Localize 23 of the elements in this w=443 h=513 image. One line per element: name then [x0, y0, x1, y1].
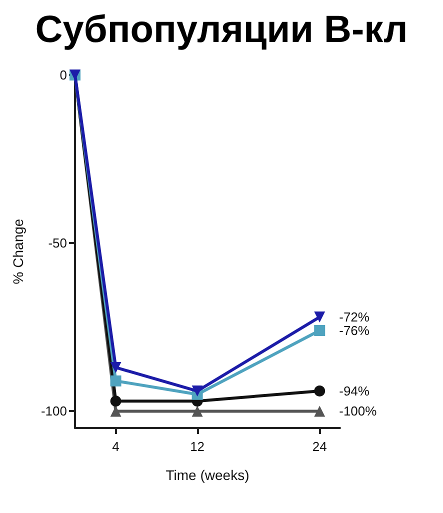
- point: [314, 325, 326, 336]
- x-tick-label: 24: [312, 439, 327, 454]
- point: [314, 386, 326, 397]
- point: [110, 396, 122, 407]
- point: [314, 312, 326, 323]
- y-tick-label: 0: [60, 68, 67, 82]
- x-tick-label: 12: [190, 439, 205, 454]
- x-tick-label: 4: [112, 439, 120, 454]
- point: [110, 406, 122, 417]
- y-axis-title: % Change: [10, 218, 26, 284]
- point: [110, 375, 122, 386]
- point: [192, 406, 203, 417]
- data-label: -76%: [339, 323, 370, 338]
- y-tick-label: -100: [40, 404, 67, 419]
- y-tick-label: -50: [48, 236, 67, 251]
- data-label: -100%: [339, 404, 378, 419]
- point: [314, 406, 326, 417]
- point: [192, 386, 203, 397]
- x-axis-title: Time (weeks): [166, 467, 250, 483]
- chart-title: Субпопуляции В-кл: [35, 9, 408, 51]
- point: [110, 362, 122, 373]
- data-label: -72%: [339, 310, 370, 325]
- data-label: -94%: [339, 384, 370, 399]
